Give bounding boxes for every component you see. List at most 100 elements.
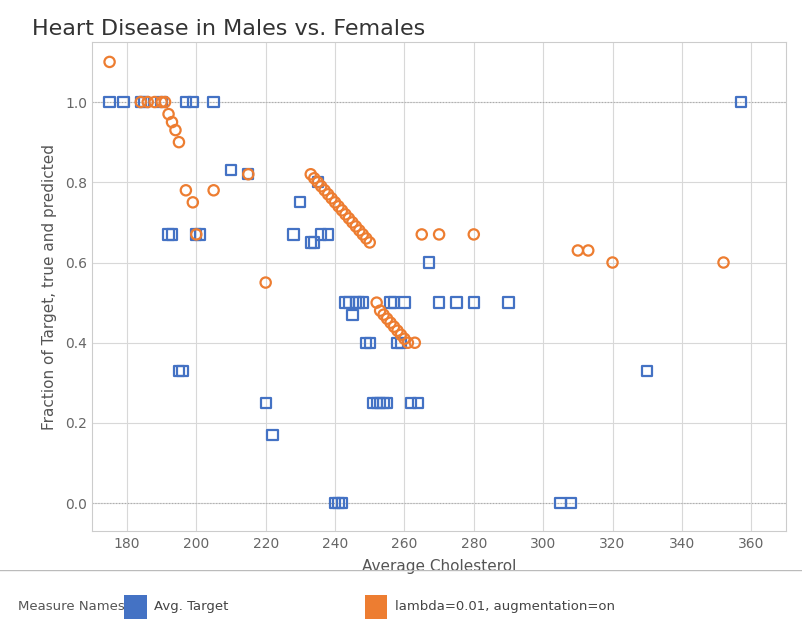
- Point: [384, 298, 397, 308]
- Point: [103, 57, 116, 67]
- Point: [329, 498, 342, 508]
- Point: [391, 337, 404, 348]
- Text: lambda=0.01, augmentation=on: lambda=0.01, augmentation=on: [395, 600, 614, 614]
- Point: [207, 185, 220, 195]
- Point: [391, 326, 404, 336]
- Point: [207, 97, 220, 107]
- Point: [346, 310, 358, 320]
- Point: [371, 298, 383, 308]
- Point: [314, 229, 327, 240]
- Point: [395, 337, 407, 348]
- Point: [363, 237, 376, 247]
- Point: [405, 398, 418, 408]
- Point: [186, 97, 199, 107]
- Point: [395, 330, 407, 340]
- Text: Measure Names: Measure Names: [18, 600, 124, 614]
- Point: [138, 97, 151, 107]
- Point: [339, 298, 352, 308]
- Point: [135, 97, 148, 107]
- Point: [565, 498, 577, 508]
- Point: [156, 97, 168, 107]
- Point: [332, 201, 345, 211]
- Point: [360, 233, 373, 243]
- Point: [156, 97, 168, 107]
- Point: [314, 181, 327, 191]
- Point: [381, 314, 394, 324]
- Point: [374, 305, 387, 316]
- Point: [398, 334, 411, 344]
- Point: [193, 229, 206, 240]
- Point: [572, 245, 585, 256]
- Point: [318, 185, 331, 195]
- Point: [387, 298, 400, 308]
- Point: [176, 366, 188, 376]
- Point: [350, 222, 363, 232]
- Point: [717, 258, 730, 268]
- Point: [433, 229, 446, 240]
- Y-axis label: Fraction of Target, true and predicted: Fraction of Target, true and predicted: [42, 144, 57, 430]
- Point: [180, 97, 192, 107]
- Point: [412, 398, 425, 408]
- Point: [308, 237, 321, 247]
- Point: [135, 97, 148, 107]
- Point: [225, 165, 237, 175]
- Point: [335, 498, 348, 508]
- Point: [415, 229, 428, 240]
- X-axis label: Average Cholesterol: Average Cholesterol: [362, 559, 516, 574]
- Point: [381, 398, 394, 408]
- Point: [433, 298, 446, 308]
- Point: [332, 498, 345, 508]
- Point: [141, 97, 154, 107]
- Point: [398, 298, 411, 308]
- Point: [735, 97, 747, 107]
- FancyBboxPatch shape: [124, 595, 147, 619]
- Point: [242, 169, 255, 180]
- Point: [162, 229, 175, 240]
- FancyBboxPatch shape: [365, 595, 387, 619]
- Point: [402, 337, 415, 348]
- Point: [377, 398, 390, 408]
- Point: [342, 213, 355, 223]
- Point: [423, 258, 435, 268]
- Point: [371, 398, 383, 408]
- Point: [374, 398, 387, 408]
- Point: [311, 177, 324, 187]
- Point: [304, 237, 317, 247]
- Point: [339, 209, 352, 220]
- Point: [148, 97, 161, 107]
- Text: Avg. Target: Avg. Target: [154, 600, 229, 614]
- Point: [266, 430, 279, 440]
- Point: [159, 97, 172, 107]
- Point: [294, 197, 307, 207]
- Point: [554, 498, 567, 508]
- Point: [186, 197, 199, 207]
- Point: [117, 97, 130, 107]
- Point: [342, 298, 355, 308]
- Point: [468, 298, 480, 308]
- Point: [322, 229, 334, 240]
- Point: [387, 321, 400, 332]
- Point: [377, 310, 390, 320]
- Point: [259, 398, 272, 408]
- Point: [103, 97, 116, 107]
- Point: [346, 217, 358, 227]
- Point: [165, 117, 178, 128]
- Point: [606, 258, 619, 268]
- Point: [408, 337, 421, 348]
- Point: [322, 189, 334, 200]
- Point: [162, 109, 175, 119]
- Point: [350, 298, 363, 308]
- Point: [325, 193, 338, 204]
- Point: [172, 366, 185, 376]
- Point: [335, 205, 348, 216]
- Point: [169, 125, 182, 135]
- Point: [468, 229, 480, 240]
- Point: [360, 337, 373, 348]
- Point: [172, 137, 185, 147]
- Point: [304, 169, 317, 180]
- Point: [242, 169, 255, 180]
- Point: [311, 177, 324, 187]
- Point: [450, 298, 463, 308]
- Point: [641, 366, 654, 376]
- Point: [502, 298, 515, 308]
